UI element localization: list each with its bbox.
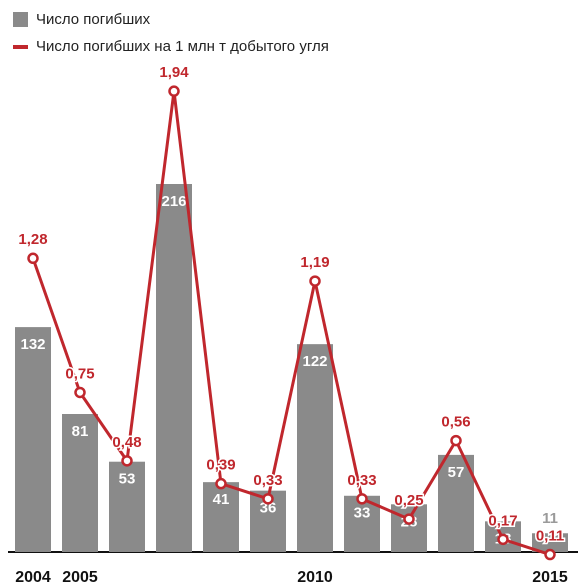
line-value-label: 0,48 — [112, 434, 141, 451]
bar — [156, 184, 192, 552]
line-value-label: 0,33 — [347, 472, 376, 489]
line — [31, 89, 551, 556]
line-value-label: 1,19 — [300, 254, 329, 271]
bar-value-label: 132 — [20, 336, 45, 353]
bar-value-label: 36 — [260, 500, 277, 517]
x-tick-label: 2015 — [532, 569, 568, 586]
line-point — [309, 275, 321, 287]
line-point — [262, 493, 274, 505]
line-value-label: 1,94 — [159, 64, 189, 81]
line-point — [497, 533, 509, 546]
line-point — [121, 455, 133, 467]
bar — [203, 482, 239, 552]
line-point — [356, 493, 368, 505]
legend-label: Число погибших на 1 млн т добытого угля — [36, 38, 329, 55]
line-point — [450, 434, 462, 447]
line-point — [544, 548, 556, 561]
bar — [62, 414, 98, 552]
line-value-label: 0,17 — [488, 512, 517, 529]
line-value-label: 0,56 — [441, 414, 470, 431]
x-tick-label: 2004 — [15, 569, 51, 586]
line-value-label: 0,25 — [394, 492, 423, 509]
line-point — [403, 513, 415, 525]
x-tick-label: 2005 — [62, 569, 98, 586]
bar — [438, 454, 474, 552]
bar-value-label: 53 — [119, 471, 136, 488]
legend-label: Число погибших — [36, 11, 151, 28]
bar-value-label: 216 — [161, 193, 186, 210]
bar-value-label: 57 — [448, 464, 465, 481]
line-point — [215, 477, 227, 490]
bar-value-label: 11 — [542, 510, 558, 527]
line-point — [27, 252, 39, 265]
bar-value-label: 122 — [302, 353, 327, 370]
line-value-label: 0,33 — [253, 472, 282, 489]
line-point — [168, 85, 180, 97]
x-tick-label: 2010 — [297, 569, 333, 586]
line-value-label: 0,75 — [65, 365, 94, 382]
bar — [297, 344, 333, 552]
bar-value-label: 81 — [72, 423, 89, 440]
bar — [109, 461, 145, 552]
bar — [391, 504, 427, 552]
bar — [532, 533, 568, 552]
line-value-label: 0,39 — [206, 457, 235, 474]
line-point — [74, 386, 86, 399]
bar-value-label: 41 — [213, 491, 230, 508]
bar — [15, 327, 51, 552]
legend-swatch-bars — [13, 12, 28, 27]
line-value-label: 0,11 — [536, 528, 564, 545]
bar-value-label: 33 — [354, 505, 371, 522]
line-value-label: 1,28 — [18, 231, 47, 248]
